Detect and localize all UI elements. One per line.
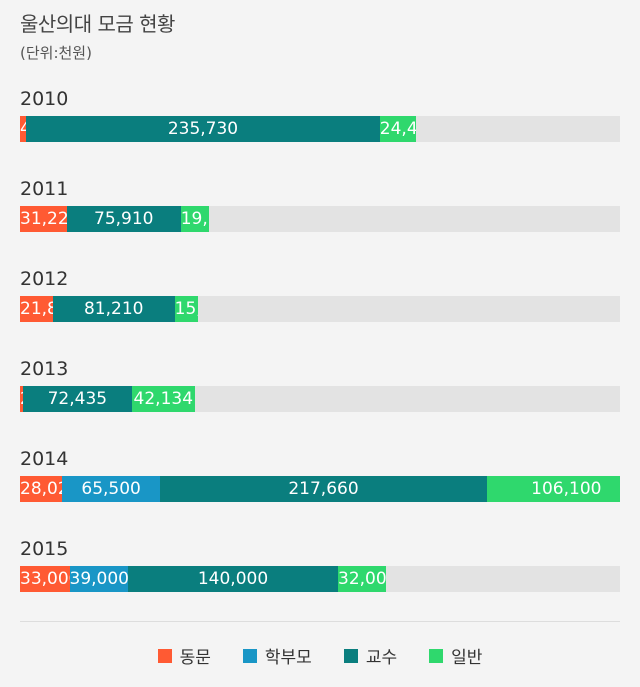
bar-segment-교수: 235,730 — [26, 116, 380, 142]
chart-subtitle: (단위:천원) — [20, 44, 92, 62]
bar-segment-동문: 2,027 — [20, 386, 24, 412]
bar-segment-동문: 33,000 — [20, 566, 70, 592]
legend-swatch — [429, 648, 444, 663]
year-label: 2011 — [20, 178, 69, 200]
bar-segment-학부모: 65,500 — [62, 476, 161, 502]
bar-segment-교수: 81,210 — [52, 296, 175, 322]
year-label: 2010 — [20, 88, 69, 110]
legend-item-학부모: 학부모 — [242, 643, 312, 668]
legend-swatch — [343, 648, 358, 663]
legend-label: 일반 — [451, 648, 483, 668]
year-label: 2012 — [20, 268, 69, 290]
legend-label: 학부모 — [264, 648, 312, 668]
bar-segment-교수: 72,435 — [23, 386, 132, 412]
bar-segment-일반: 32,000 — [338, 566, 386, 592]
legend: 동문 학부모 교수 일반 — [0, 643, 640, 668]
bar-segment-일반: 42,134 — [131, 386, 195, 412]
bar-segment-동문: 21,875 — [20, 296, 53, 322]
bar-segment-일반: 19,100 — [180, 206, 210, 232]
bar-segment-일반: 15,800 — [174, 296, 199, 322]
legend-item-일반: 일반 — [429, 643, 482, 668]
bar-segment-학부모: 39,000 — [69, 566, 128, 592]
year-label: 2013 — [20, 358, 69, 380]
bar-segment-교수: 217,660 — [160, 476, 487, 502]
bar-segment-교수: 140,000 — [128, 566, 338, 592]
bar-segment-동문: 4,133 — [20, 116, 27, 142]
bar-segment-교수: 75,910 — [66, 206, 181, 232]
legend-label: 교수 — [365, 648, 398, 668]
divider — [20, 621, 620, 622]
chart-title: 울산의대 모금 현황 — [20, 12, 175, 36]
legend-swatch — [242, 648, 257, 663]
legend-item-교수: 교수 — [343, 643, 398, 668]
legend-item-동문: 동문 — [157, 643, 211, 668]
legend-swatch — [157, 648, 172, 663]
year-label: 2014 — [20, 448, 69, 470]
legend-label: 동문 — [179, 648, 211, 668]
bar-segment-일반: 106,100 — [486, 476, 620, 502]
bar-segment-일반: 24,450 — [379, 116, 417, 142]
bar-segment-동문: 31,227 — [20, 206, 67, 232]
bar-segment-동문: 28,020 — [20, 476, 63, 502]
year-label: 2015 — [20, 538, 69, 560]
